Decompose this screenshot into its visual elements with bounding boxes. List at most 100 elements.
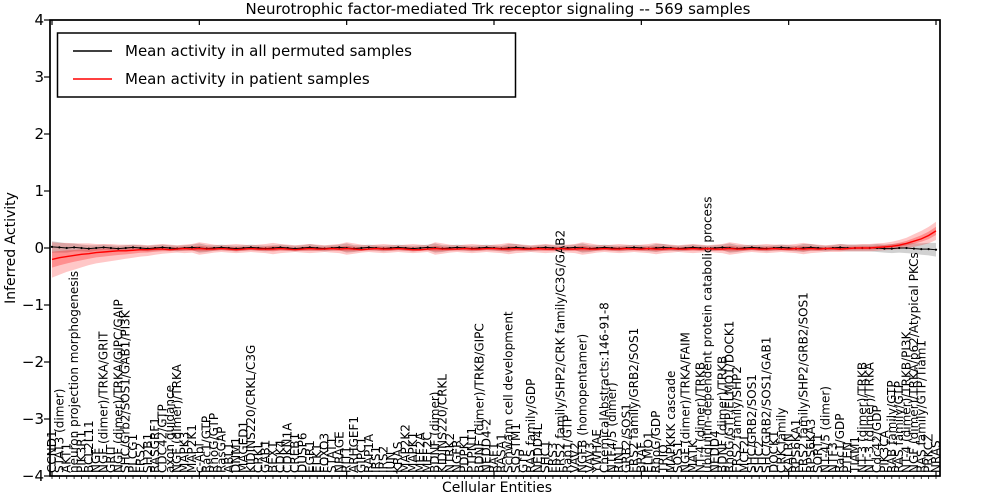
permuted-mean-marker: [360, 246, 363, 250]
legend-box: [56, 32, 517, 98]
x-category-label: KIDINS220/CRKL: [435, 374, 449, 473]
x-category-label: FRS3: [546, 443, 560, 474]
x-category-label: FRS2 family/SHP2/GRB2/SOS1: [796, 292, 810, 473]
x-category-label: ChemicalAbstracts:146-91-8: [598, 302, 612, 473]
x-category-label: MCF2L: [738, 433, 752, 473]
permuted-mean-marker: [632, 246, 636, 249]
permuted-mean-marker: [920, 248, 923, 251]
x-category-label: PRKCZ: [922, 434, 936, 473]
x-category-label: STAT1: [325, 437, 339, 473]
permuted-mean-marker: [839, 246, 842, 249]
y-tick-label: 2: [34, 125, 44, 143]
x-category-label: NRAGE: [332, 431, 346, 473]
permuted-mean-marker: [95, 246, 98, 250]
permuted-mean-marker: [927, 248, 930, 251]
permuted-mean-marker: [131, 246, 135, 249]
y-axis-label: Inferred Activity: [3, 192, 19, 304]
x-category-label: NT-4/5 (dimer): [819, 386, 833, 473]
x-category-label: NT-4 (dimer)/TRKB/PI3K: [900, 330, 914, 473]
x-category-label: RAS family/GTP: [892, 381, 906, 473]
x-category-label: BEX1: [266, 441, 280, 473]
x-category-label: ABL1: [222, 442, 236, 473]
x-category-label: DUSP6: [296, 432, 310, 473]
y-tick-label: 3: [34, 68, 44, 86]
x-category-label: axon guidance: [163, 385, 177, 473]
y-tick-label: −2: [22, 353, 44, 371]
x-category-label: ubiquitin-dependent protein catabolic pr…: [701, 197, 715, 473]
x-category-label: RPS6KA3: [804, 419, 818, 473]
permuted-mean-marker: [419, 246, 422, 250]
y-tick-label: −4: [22, 467, 44, 485]
y-tick-labels: 4 3 2 1 0 −1 −2 −3 −4: [22, 11, 44, 485]
x-category-label: SOS1: [671, 441, 685, 473]
x-category-label: RhoG/GTP/ELMO1/DOCK1: [723, 321, 737, 473]
patient-band-outer: [52, 221, 936, 278]
x-category-label: BDNF (dimer): [428, 392, 442, 473]
x-category-label: GIPC1: [354, 437, 368, 473]
x-category-label: NTRK2: [443, 433, 457, 473]
x-category-label: MAGED1: [237, 421, 251, 473]
mean-lines: [50, 230, 938, 261]
x-category-label: Rac1/GDP: [833, 414, 847, 473]
x-category-label: ELMO1: [642, 431, 656, 473]
x-category-label: KRAS: [391, 441, 405, 473]
x-category-label: FRS2 family/SHP2: [730, 366, 744, 473]
permuted-mean-marker: [912, 247, 916, 250]
x-category-label: MEF2A: [413, 432, 427, 473]
permuted-mean-marker: [544, 246, 547, 249]
x-category-label: RASGRF1: [148, 417, 162, 473]
x-category-label: IRS2: [377, 446, 391, 473]
legend-label-permuted: Mean activity in all permuted samples: [125, 42, 412, 60]
y-tick-label: −3: [22, 410, 44, 428]
x-category-label: YWHAE: [590, 429, 604, 474]
x-category-label: RPS6KA1: [789, 419, 803, 473]
permuted-mean-marker: [890, 247, 893, 250]
x-category-label: RAS family/GTP/Tiam1: [914, 340, 928, 473]
x-category-label: RAP1A: [362, 433, 376, 473]
x-category-label: Rac1/GTP: [200, 416, 214, 473]
x-category-label: TRIO: [656, 444, 670, 474]
x-category-label: BRAF: [634, 442, 648, 473]
x-category-label: DNM1: [229, 437, 243, 473]
x-category-label: ARHGEF1: [347, 416, 361, 473]
x-category-label: CDC42/GTP: [156, 404, 170, 473]
x-category-label: c-Abl: [192, 443, 206, 473]
x-category-label: PTPN11: [465, 427, 479, 473]
x-category-label: RAB family/GTP: [885, 380, 899, 473]
permuted-mean-marker: [58, 246, 61, 249]
y-tick-label: −1: [22, 296, 44, 314]
x-category-label: FRS2 family/GRB2/SOS1: [627, 328, 641, 473]
patient-mean-line: [51, 230, 937, 261]
x-category-label: EGR1: [303, 440, 317, 473]
x-category-label: FRS2 family/SHP2/CRK family/C3G/GAB2: [553, 230, 567, 473]
x-category-label: MAPKKK cascade: [664, 371, 678, 473]
permuted-mean-marker: [338, 246, 341, 249]
permuted-mean-marker: [190, 246, 194, 249]
x-category-label: RIN1: [612, 445, 626, 474]
x-category-label: IRS1: [369, 446, 383, 473]
permuted-mean-marker: [573, 246, 577, 249]
x-category-label: GAB1: [259, 440, 273, 473]
x-category-label: SH2B1: [141, 433, 155, 473]
permuted-mean-marker: [87, 247, 90, 250]
x-axis-label: Cellular Entities: [442, 480, 552, 496]
permuted-mean-marker: [898, 246, 901, 250]
x-category-label: PIK3CA: [877, 429, 891, 473]
y-tick-label: 4: [34, 11, 44, 29]
permuted-mean-marker: [934, 248, 938, 251]
x-category-label: NT-4 (dimer)/TRKB: [693, 362, 707, 473]
permuted-mean-marker: [50, 245, 54, 248]
y-tick-label: 0: [34, 239, 44, 257]
chart-title: Neurotrophic factor-mediated Trk recepto…: [246, 0, 751, 18]
x-category-label: CREB1: [288, 433, 302, 473]
x-category-label: RhoG/GDP: [649, 411, 663, 473]
permuted-mean-marker: [109, 246, 112, 250]
x-category-label: FOXO3: [318, 433, 332, 473]
x-category-label: NGF (dimer)/TRKA/FAIM: [679, 332, 693, 473]
permuted-mean-marker: [161, 246, 164, 249]
x-category-label: CCND1: [45, 430, 59, 473]
permuted-mean-marker: [168, 246, 171, 250]
x-category-label: TIAM1: [848, 436, 862, 474]
